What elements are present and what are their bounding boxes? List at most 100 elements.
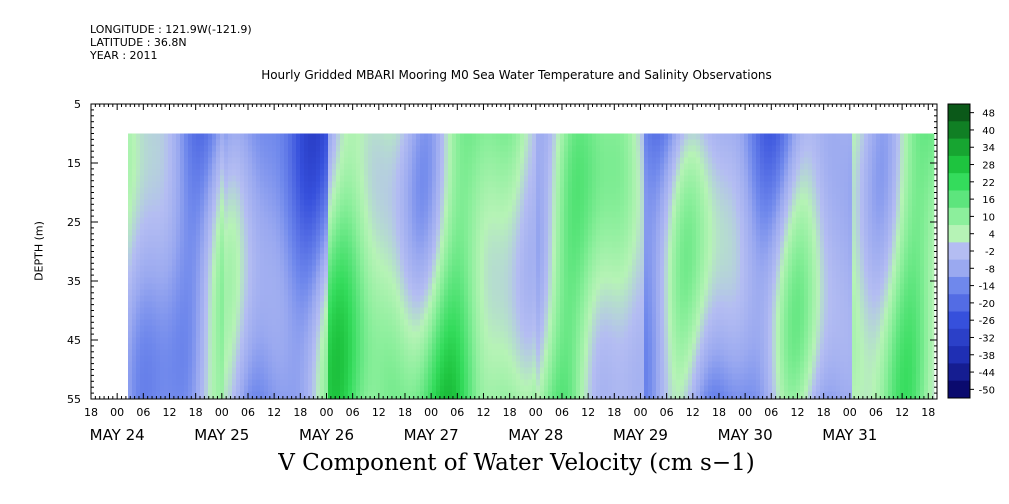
heatmap-cell <box>480 151 485 158</box>
heatmap-cell <box>556 355 561 362</box>
heatmap-cell <box>252 301 257 308</box>
heatmap-cell <box>300 379 305 386</box>
heatmap-cell <box>148 133 153 140</box>
heatmap-cell <box>260 253 265 260</box>
heatmap-cell <box>492 367 497 374</box>
heatmap-cell <box>528 331 533 338</box>
heatmap-cell <box>332 199 337 206</box>
heatmap-cell <box>508 283 513 290</box>
heatmap-cell <box>292 367 297 374</box>
heatmap-cell <box>208 367 213 374</box>
heatmap-cell <box>392 343 397 350</box>
heatmap-cell <box>148 283 153 290</box>
heatmap-cell <box>556 283 561 290</box>
heatmap-cell <box>304 325 309 332</box>
heatmap-cell <box>248 205 253 212</box>
heatmap-cell <box>516 199 521 206</box>
heatmap-cell <box>356 265 361 272</box>
heatmap-cell <box>284 223 289 230</box>
heatmap-cell <box>480 319 485 326</box>
heatmap-cell <box>464 265 469 272</box>
heatmap-cell <box>556 193 561 200</box>
heatmap-cell <box>452 145 457 152</box>
heatmap-cell <box>368 163 373 170</box>
heatmap-cell <box>416 199 421 206</box>
heatmap-cell <box>172 367 177 374</box>
heatmap-cell <box>480 139 485 146</box>
heatmap-cell <box>420 373 425 380</box>
heatmap-cell <box>140 325 145 332</box>
heatmap-cell <box>336 313 341 320</box>
heatmap-cell <box>324 361 329 368</box>
heatmap-cell <box>224 181 229 188</box>
heatmap-cell <box>272 253 277 260</box>
heatmap-cell <box>504 211 509 218</box>
heatmap-cell <box>288 229 293 236</box>
heatmap-cell <box>176 223 181 230</box>
heatmap-cell <box>348 283 353 290</box>
heatmap-cell <box>532 307 537 314</box>
heatmap-cell <box>464 181 469 188</box>
heatmap-cell <box>452 217 457 224</box>
heatmap-cell <box>212 199 217 206</box>
heatmap-cell <box>324 169 329 176</box>
heatmap-cell <box>488 271 493 278</box>
heatmap-cell <box>220 205 225 212</box>
heatmap-cell <box>364 145 369 152</box>
heatmap-cell <box>276 175 281 182</box>
heatmap-cell <box>264 349 269 356</box>
heatmap-cell <box>460 175 465 182</box>
heatmap-cell <box>288 361 293 368</box>
heatmap-cell <box>544 331 549 338</box>
heatmap-cell <box>420 349 425 356</box>
heatmap-cell <box>468 211 473 218</box>
heatmap-cell <box>316 259 321 266</box>
heatmap-cell <box>512 163 517 170</box>
heatmap-cell <box>448 211 453 218</box>
heatmap-cell <box>216 355 221 362</box>
heatmap-cell <box>188 259 193 266</box>
heatmap-cell <box>192 163 197 170</box>
heatmap-cell <box>380 133 385 140</box>
heatmap-cell <box>284 349 289 356</box>
heatmap-cell <box>524 151 529 158</box>
heatmap-cell <box>380 391 385 398</box>
heatmap-cell <box>352 151 357 158</box>
heatmap-cell <box>276 229 281 236</box>
heatmap-cell <box>408 301 413 308</box>
heatmap-cell <box>272 133 277 140</box>
heatmap-cell <box>284 367 289 374</box>
heatmap-cell <box>144 199 149 206</box>
heatmap-cell <box>472 181 477 188</box>
heatmap-cell <box>320 259 325 266</box>
heatmap-cell <box>300 247 305 254</box>
heatmap-cell <box>520 217 525 224</box>
heatmap-cell <box>252 373 257 380</box>
heatmap-cell <box>272 151 277 158</box>
heatmap-cell <box>492 175 497 182</box>
heatmap-cell <box>204 211 209 218</box>
heatmap-cell <box>424 301 429 308</box>
heatmap-cell <box>308 355 313 362</box>
heatmap-cell <box>468 229 473 236</box>
heatmap-cell <box>368 169 373 176</box>
heatmap-cell <box>200 325 205 332</box>
heatmap-cell <box>128 235 133 242</box>
heatmap-cell <box>532 235 537 242</box>
heatmap-cell <box>452 259 457 266</box>
heatmap-cell <box>264 307 269 314</box>
heatmap-cell <box>528 163 533 170</box>
heatmap-cell <box>524 187 529 194</box>
heatmap-cell <box>256 151 261 158</box>
heatmap-cell <box>284 175 289 182</box>
heatmap-cell <box>260 163 265 170</box>
heatmap-cell <box>484 241 489 248</box>
heatmap-cell <box>380 229 385 236</box>
heatmap-cell <box>556 133 561 140</box>
heatmap-cell <box>396 271 401 278</box>
heatmap-cell <box>336 217 341 224</box>
heatmap-cell <box>468 355 473 362</box>
heatmap-cell <box>524 373 529 380</box>
heatmap-cell <box>472 313 477 320</box>
heatmap-cell <box>348 337 353 344</box>
